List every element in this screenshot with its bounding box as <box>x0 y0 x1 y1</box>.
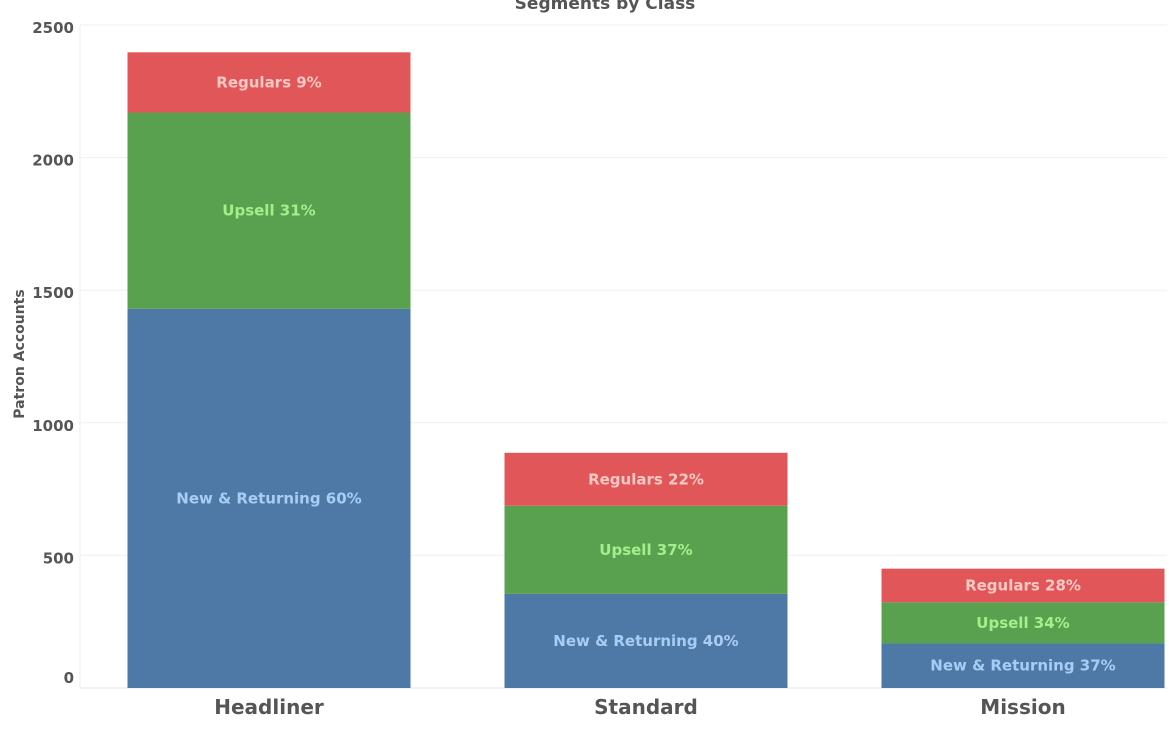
bar-segment <box>504 593 788 688</box>
y-axis-label: Patron Accounts <box>12 289 28 418</box>
x-category-label: Headliner <box>214 695 324 719</box>
segment-data-label: New & Returning 40% <box>553 632 738 650</box>
segment-data-label: New & Returning 37% <box>930 657 1115 675</box>
bar-segment <box>127 112 411 309</box>
chart-title: Segments by Class <box>515 0 696 14</box>
bar-segment <box>127 52 411 113</box>
y-tick-label: 500 <box>43 549 74 567</box>
segment-data-label: Upsell 37% <box>599 541 692 559</box>
y-tick-label: 1000 <box>32 417 74 435</box>
bar-segment <box>504 452 788 506</box>
segment-data-label: Regulars 28% <box>965 577 1081 595</box>
category-labels: Headliner Standard Mission <box>214 695 1065 719</box>
bar-segment <box>504 505 788 594</box>
segment-data-label: Regulars 9% <box>216 73 321 91</box>
segment-data-label: New & Returning 60% <box>176 489 361 507</box>
bar-segment <box>881 643 1165 688</box>
y-tick-label: 2500 <box>32 19 74 37</box>
bars <box>127 52 1165 688</box>
bar-segment <box>881 568 1165 603</box>
y-axis-ticks: 0 500 1000 1500 2000 2500 <box>32 19 74 687</box>
segment-labels: New & Returning 60% Upsell 31% Regulars 9%… <box>176 73 1115 674</box>
bar-segment <box>127 308 411 688</box>
y-tick-label: 2000 <box>32 152 74 170</box>
segment-data-label: Regulars 22% <box>588 470 704 488</box>
x-category-label: Standard <box>594 695 698 719</box>
segment-data-label: Upsell 34% <box>976 614 1069 632</box>
x-category-label: Mission <box>980 695 1065 719</box>
bar-segment <box>881 602 1165 644</box>
segment-data-label: Upsell 31% <box>222 202 315 220</box>
y-tick-label: 0 <box>64 669 74 687</box>
y-tick-label: 1500 <box>32 284 74 302</box>
